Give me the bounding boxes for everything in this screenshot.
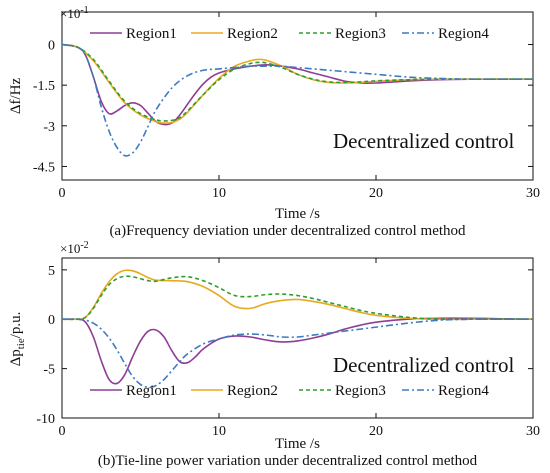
y-axis-label: Δptie/p.u. — [8, 312, 27, 367]
series-line-region1 — [62, 317, 533, 385]
x-tick-label: 0 — [59, 186, 66, 201]
y-tick-label: 0 — [48, 39, 55, 54]
plot-frame — [61, 257, 534, 419]
legend-label-region4: Region4 — [438, 26, 489, 42]
y-tick-label: -10 — [36, 412, 55, 427]
x-tick-label: 20 — [369, 186, 383, 201]
legend: Region1 Region2 Region3 Region4 — [90, 383, 489, 399]
x-axis-label: Time /s — [275, 206, 320, 222]
y-multiplier: ×10-2 — [60, 240, 89, 256]
series-line-region3 — [62, 43, 533, 122]
series-line-region4 — [62, 43, 533, 157]
series-line-region3 — [62, 275, 533, 321]
plot-frame — [61, 11, 534, 181]
x-tick-label: 30 — [526, 424, 540, 439]
y-axis-label-subscript: tie — [15, 338, 27, 349]
y-multiplier-exponent: -1 — [80, 5, 88, 16]
legend-label-region1: Region1 — [126, 26, 177, 42]
series-line-region1 — [62, 43, 533, 126]
series-line-region2 — [62, 43, 533, 124]
y-multiplier-exponent: -2 — [80, 240, 88, 251]
y-tick-label: -3 — [43, 120, 55, 135]
x-axis-label: Time /s — [275, 436, 320, 452]
legend: Region1 Region2 Region3 Region4 — [90, 26, 489, 42]
annotation-label: Decentralized control — [333, 353, 514, 377]
legend-label-region1: Region1 — [126, 383, 177, 399]
y-axis-label: Δf/Hz — [8, 78, 24, 115]
y-tick-label: 0 — [48, 313, 55, 328]
y-tick-label: 5 — [48, 264, 55, 279]
series-line-region2 — [62, 269, 533, 321]
x-tick-label: 30 — [526, 186, 540, 201]
y-axis-label-suffix: /p.u. — [8, 312, 24, 339]
legend-label-region2: Region2 — [227, 26, 278, 42]
x-tick-label: 10 — [212, 424, 226, 439]
y-multiplier: ×10-1 — [60, 5, 89, 21]
y-tick-label: -1.5 — [33, 79, 55, 94]
legend-label-region3: Region3 — [335, 383, 386, 399]
y-axis-label-main: Δf/Hz — [8, 78, 24, 115]
annotation-label: Decentralized control — [333, 129, 514, 153]
legend-label-region4: Region4 — [438, 383, 489, 399]
y-axis-label-main: Δp — [8, 349, 24, 366]
chart-caption: (a)Frequency deviation under decentraliz… — [109, 223, 466, 239]
legend-label-region3: Region3 — [335, 26, 386, 42]
chart-panel-a: 0 10 20 30 0 -1.5 -3 -4.5 ×10-1 Δf/Hz Time /s(a)Fr… — [8, 5, 540, 239]
x-tick-label: 10 — [212, 186, 226, 201]
y-tick-label: -5 — [43, 363, 55, 378]
chart-caption: (b)Tie-line power variation under decent… — [98, 453, 478, 469]
x-tick-label: 20 — [369, 424, 383, 439]
chart-panel-b: 0 10 20 30 5 0 -5 -10 ×10-2 Δptie/p.u. Time /s(b)T… — [8, 240, 540, 469]
legend-label-region2: Region2 — [227, 383, 278, 399]
y-tick-label: -4.5 — [33, 160, 55, 175]
x-tick-label: 0 — [59, 424, 66, 439]
